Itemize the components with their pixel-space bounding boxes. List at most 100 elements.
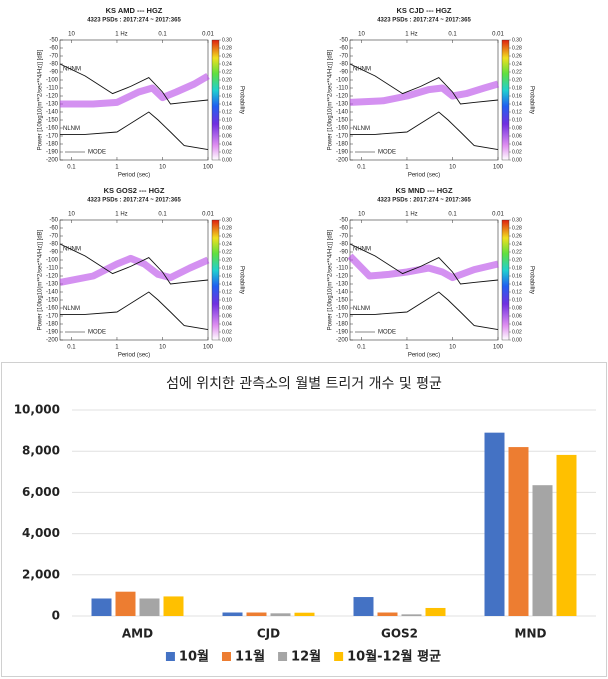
colorbar-tick-label: 0.30 xyxy=(512,217,522,223)
colorbar-tick-label: 0.12 xyxy=(222,289,232,295)
y-tick-label: -60 xyxy=(49,226,58,232)
y-axis-label: Power [10log10(m**2/sec**4/Hz)] [dB] xyxy=(328,229,334,330)
colorbar-tick-label: 0.12 xyxy=(222,109,232,115)
y-tick-label: -90 xyxy=(339,70,348,76)
colorbar-tick-label: 0.28 xyxy=(512,45,522,51)
colorbar xyxy=(211,39,220,161)
y-tick-label: -130 xyxy=(336,282,349,288)
y-tick-label: -150 xyxy=(46,298,59,304)
colorbar-tick-label: 0.30 xyxy=(222,37,232,43)
y-tick-label: -120 xyxy=(336,274,349,280)
colorbar-tick-label: 0.20 xyxy=(512,77,522,83)
y-tick-label: -190 xyxy=(336,330,349,336)
colorbar-tick-label: 0.10 xyxy=(512,297,522,303)
y-tick-label: -70 xyxy=(339,54,348,60)
nlnm-label: NLNM xyxy=(63,306,80,312)
x-tick-label: 1 xyxy=(115,345,119,351)
panel-title: KS GOS2 --- HGZ xyxy=(104,186,165,195)
nhnm-label: NHNM xyxy=(353,247,371,253)
y-tick-label: -110 xyxy=(46,86,58,92)
nhnm-label: NHNM xyxy=(63,67,81,73)
bar xyxy=(377,612,398,616)
y-axis-label: Power [10log10(m**2/sec**4/Hz)] [dB] xyxy=(328,49,334,150)
colorbar-tick-label: 0.02 xyxy=(222,149,232,155)
top-tick-label: 0.1 xyxy=(158,212,167,218)
colorbar-tick-label: 0.04 xyxy=(512,141,522,147)
bar xyxy=(139,598,160,616)
y-tick-label: -90 xyxy=(49,250,58,256)
legend-label: 11월 xyxy=(235,649,265,665)
colorbar-tick-label: 0.28 xyxy=(222,45,232,51)
x-tick-label: 0.1 xyxy=(67,165,76,171)
colorbar-tick-label: 0.08 xyxy=(222,305,232,311)
nlnm-curve xyxy=(60,111,209,151)
y-tick-label: -190 xyxy=(46,150,59,156)
colorbar-tick-label: 0.18 xyxy=(512,85,522,91)
y-tick-label: -80 xyxy=(339,62,348,68)
y-tick-label: -130 xyxy=(336,102,349,108)
y-tick-label: -170 xyxy=(46,134,59,140)
x-tick-label: 10 xyxy=(159,345,166,351)
x-tick-label: 0.1 xyxy=(357,345,366,351)
psd-panel: KS CJD --- HGZ 4323 PSDs : 2017:274 ~ 201… xyxy=(328,6,535,179)
colorbar-tick-label: 0.08 xyxy=(512,125,522,131)
y-tick-label: -100 xyxy=(46,78,59,84)
colorbar-tick-label: 0.16 xyxy=(512,273,522,279)
nlnm-label: NLNM xyxy=(63,126,80,132)
colorbar-tick-label: 0.00 xyxy=(222,337,232,343)
y-tick-label: -50 xyxy=(49,38,58,44)
y-tick-label: 8,000 xyxy=(22,444,60,458)
y-tick-label: -130 xyxy=(46,282,59,288)
panel-title: KS MND --- HGZ xyxy=(395,186,452,195)
y-tick-label: -170 xyxy=(336,134,349,140)
top-tick-label: 10 xyxy=(358,212,365,218)
x-tick-label: 10 xyxy=(159,165,166,171)
top-axis-label: Hz xyxy=(120,212,127,218)
y-tick-label: -80 xyxy=(49,62,58,68)
y-tick-label: -130 xyxy=(46,102,59,108)
colorbar-tick-label: 0.18 xyxy=(512,265,522,271)
legend-swatch xyxy=(221,652,231,661)
bar xyxy=(556,454,577,616)
y-tick-label: -100 xyxy=(336,78,349,84)
colorbar-tick-label: 0.10 xyxy=(222,297,232,303)
y-tick-label: -50 xyxy=(339,218,348,224)
nhnm-label: NHNM xyxy=(63,247,81,253)
mode-legend-label: MODE xyxy=(378,150,396,156)
nhnm-curve xyxy=(349,243,499,285)
bar xyxy=(532,485,553,616)
top-tick-label: 0.1 xyxy=(158,32,167,38)
y-tick-label: -190 xyxy=(46,330,59,336)
colorbar-tick-label: 0.26 xyxy=(222,53,232,59)
colorbar-tick-label: 0.08 xyxy=(222,125,232,131)
y-tick-label: -200 xyxy=(336,338,349,344)
colorbar-tick-label: 0.28 xyxy=(222,225,232,231)
top-tick-label: 1 xyxy=(115,32,119,38)
colorbar-tick-label: 0.26 xyxy=(512,233,522,239)
y-tick-label: -150 xyxy=(336,118,349,124)
y-axis-label: Power [10log10(m**2/sec**4/Hz)] [dB] xyxy=(38,49,44,150)
y-tick-label: -50 xyxy=(339,38,348,44)
colorbar-tick-label: 0.10 xyxy=(512,117,522,123)
nlnm-curve xyxy=(60,291,209,331)
bar xyxy=(425,607,446,616)
nlnm-curve xyxy=(350,291,499,331)
y-axis-label: Power [10log10(m**2/sec**4/Hz)] [dB] xyxy=(38,229,44,330)
bar xyxy=(222,612,243,616)
x-tick-label: AMD xyxy=(122,627,153,641)
top-tick-label: 10 xyxy=(358,32,365,38)
x-tick-label: 1 xyxy=(115,165,119,171)
y-tick-label: -180 xyxy=(336,142,349,148)
colorbar-tick-label: 0.28 xyxy=(512,225,522,231)
x-tick-label: 1 xyxy=(405,165,409,171)
colorbar-label: Probability xyxy=(238,266,244,294)
mode-legend-label: MODE xyxy=(378,330,396,336)
plot-area xyxy=(59,39,209,161)
bar xyxy=(91,598,112,616)
y-tick-label: -200 xyxy=(336,158,349,164)
mode-band xyxy=(349,80,499,106)
mode-band xyxy=(60,72,210,108)
colorbar-tick-label: 0.06 xyxy=(512,313,522,319)
panel-title: KS AMD --- HGZ xyxy=(106,6,163,15)
